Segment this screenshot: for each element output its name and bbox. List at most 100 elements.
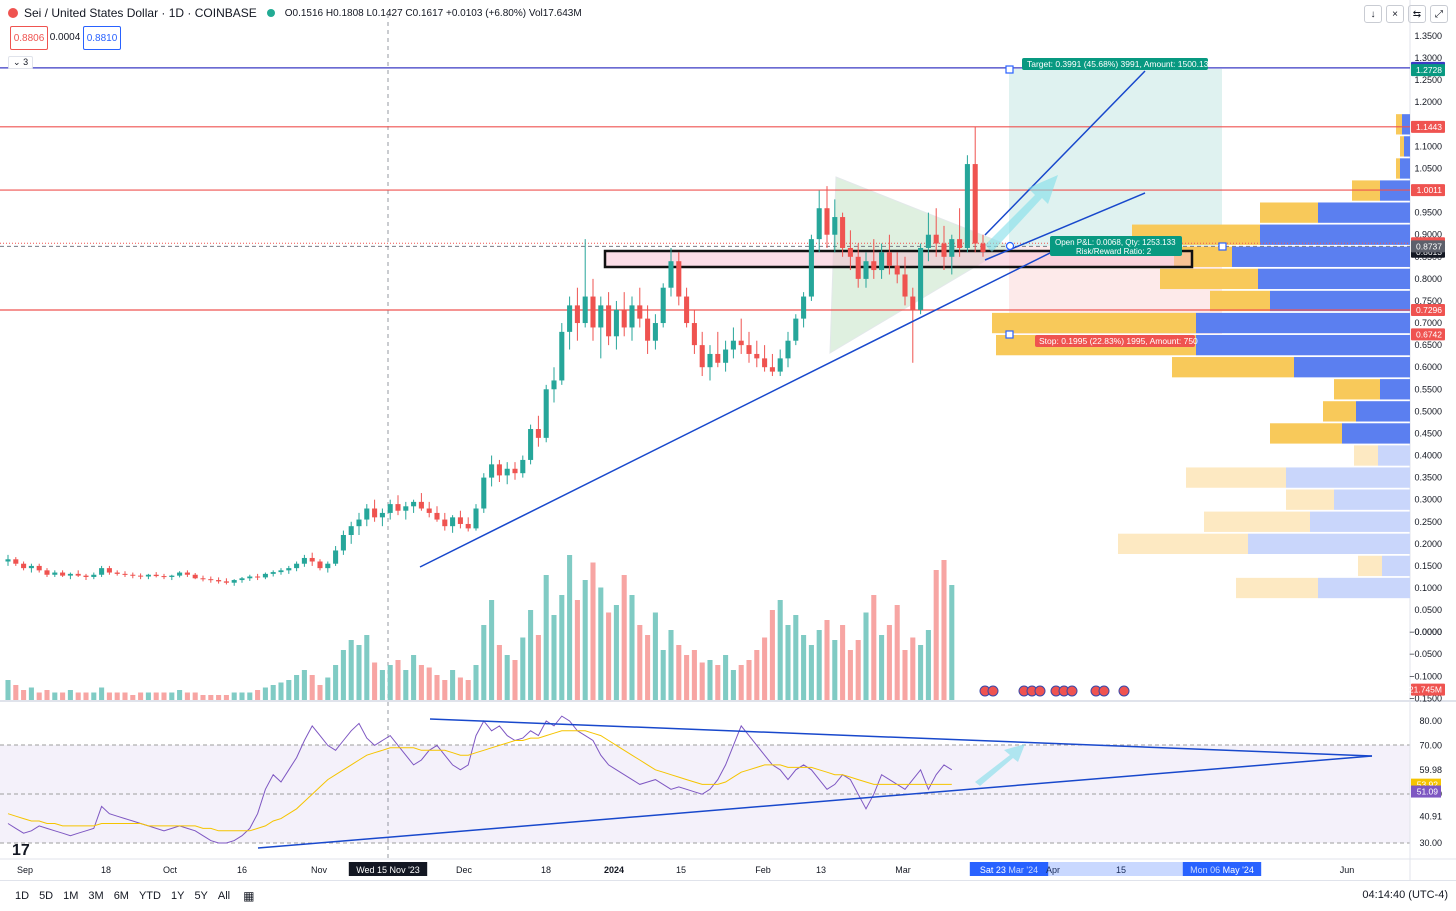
candle-body: [855, 256, 861, 279]
candle-body: [972, 164, 978, 244]
rsi-tick-label: 59.98: [1419, 765, 1442, 775]
price-label-text: 0.7296: [1416, 305, 1442, 315]
candle-body: [309, 557, 315, 562]
chart-canvas[interactable]: Target: 0.3991 (45.68%) 3991, Amount: 15…: [0, 0, 1456, 880]
volume-bar: [504, 655, 510, 700]
vp-bar-blue: [1382, 555, 1410, 577]
volume-bar: [621, 575, 627, 700]
target-zone[interactable]: [1009, 69, 1222, 246]
candle-body: [465, 523, 471, 529]
time-tick-label: Mon 06 May '24: [1190, 865, 1254, 875]
candle-body: [5, 559, 11, 562]
symbol-title[interactable]: Sei / United States Dollar · 1D · COINBA…: [24, 6, 257, 20]
candle-body: [356, 519, 362, 527]
rsi-label-text: 51.09: [1417, 787, 1439, 797]
vp-bar-blue: [1248, 533, 1410, 554]
candle-body: [403, 506, 409, 511]
timeframe-6m[interactable]: 6M: [113, 890, 129, 902]
volume-bar: [91, 692, 97, 700]
flag-icon[interactable]: [987, 685, 999, 697]
ascending-trendline[interactable]: [419, 247, 1061, 568]
rsi-label-bg: [1411, 785, 1441, 798]
flag-icon[interactable]: [1118, 685, 1130, 697]
candle-body: [785, 340, 791, 359]
target-handle[interactable]: [1005, 65, 1014, 74]
projection-arrow[interactable]: [985, 175, 1058, 252]
timeframe-all[interactable]: All: [217, 890, 231, 902]
candle-body: [645, 318, 651, 341]
timeframe-ytd[interactable]: YTD: [138, 890, 161, 902]
volume-bar: [52, 692, 58, 700]
volume-bar: [512, 660, 518, 700]
volume-bar: [67, 690, 73, 700]
volume-bar: [863, 612, 869, 700]
clock[interactable]: 04:14:40 (UTC-4): [1362, 889, 1448, 901]
candle-body: [418, 501, 424, 509]
price-tick-label: 0.5000: [1414, 406, 1442, 416]
candle-body: [83, 575, 89, 577]
entry-end-handle[interactable]: [1218, 242, 1227, 251]
volume-bar: [200, 695, 206, 700]
volume-bar: [637, 625, 643, 700]
swap-icon[interactable]: ⇆: [1408, 5, 1426, 23]
candle-body: [933, 234, 939, 244]
volume-bar: [411, 655, 417, 700]
candle-body: [637, 305, 643, 319]
calendar-icon[interactable]: ▦: [243, 889, 255, 903]
time-axis[interactable]: Sep 18 Oct 16 Nov Wed 15 Nov '23 Dec 18 2024 15 Fe…: [17, 862, 1354, 876]
rsi-upper-trendline[interactable]: [429, 718, 1373, 757]
stop-handle[interactable]: [1005, 330, 1014, 339]
volume-bar: [348, 640, 354, 700]
flag-icon[interactable]: [1066, 685, 1078, 697]
candle-body: [793, 318, 799, 341]
volume-bar: [122, 692, 128, 700]
flag-icon[interactable]: [1034, 685, 1046, 697]
time-tick-label: Sat 23 Mar '24: [980, 865, 1038, 875]
time-tick-label: Jun: [1340, 865, 1355, 875]
horizontal-levels[interactable]: [0, 67, 1410, 311]
symbol-legend[interactable]: Sei / United States Dollar · 1D · COINBA…: [8, 6, 582, 20]
indicator-toggle[interactable]: ⌄ 3: [8, 56, 34, 69]
candle-body: [231, 580, 237, 583]
timeframe-1m[interactable]: 1M: [63, 890, 79, 902]
candle-body: [138, 575, 144, 577]
volume-bar: [496, 645, 502, 700]
candle-body: [668, 261, 674, 288]
vp-bar-yellow: [1160, 268, 1258, 290]
candle-body: [504, 468, 510, 476]
tradingview-logo-icon[interactable]: 17: [12, 842, 30, 859]
timeframe-1y[interactable]: 1Y: [170, 890, 185, 902]
fullscreen-icon[interactable]: ⤢: [1430, 5, 1448, 23]
vp-bar-blue: [1400, 158, 1410, 179]
download-icon[interactable]: ↓: [1364, 5, 1382, 23]
rsi-projection-arrow[interactable]: [975, 744, 1025, 786]
entry-handle[interactable]: [1005, 241, 1015, 251]
buy-price-button[interactable]: 0.8810: [83, 26, 121, 50]
candle-body: [676, 261, 682, 297]
timeframe-5y[interactable]: 5Y: [194, 890, 208, 902]
timeframe-5d[interactable]: 5D: [39, 890, 54, 902]
candle-body: [286, 568, 292, 571]
sell-price-button[interactable]: 0.8806: [10, 26, 48, 50]
candle-body: [543, 389, 549, 438]
candle-body: [496, 464, 502, 476]
price-tick-label: 0.3500: [1414, 473, 1442, 483]
time-tick-label: 15: [676, 865, 686, 875]
rsi-lower-trendline[interactable]: [257, 755, 1373, 849]
volume-bar: [535, 635, 541, 700]
close-icon[interactable]: ×: [1386, 5, 1404, 23]
projection-line-up[interactable]: [984, 70, 1146, 236]
event-flags[interactable]: [979, 685, 1130, 697]
flag-icon[interactable]: [1098, 685, 1110, 697]
candle-body: [925, 234, 931, 248]
candle-body: [348, 526, 354, 536]
timeframe-3m[interactable]: 3M: [88, 890, 104, 902]
chart-toolbar: ↓ × ⇆ ⤢: [1364, 5, 1448, 23]
time-label-bg: [969, 862, 1049, 876]
rsi-tick-label: 70.00: [1419, 740, 1442, 750]
vp-bar-blue: [1380, 379, 1410, 400]
candle-body: [699, 345, 705, 368]
timeframe-1d[interactable]: 1D: [15, 890, 30, 902]
price-tick-label: 0.5500: [1414, 384, 1442, 394]
